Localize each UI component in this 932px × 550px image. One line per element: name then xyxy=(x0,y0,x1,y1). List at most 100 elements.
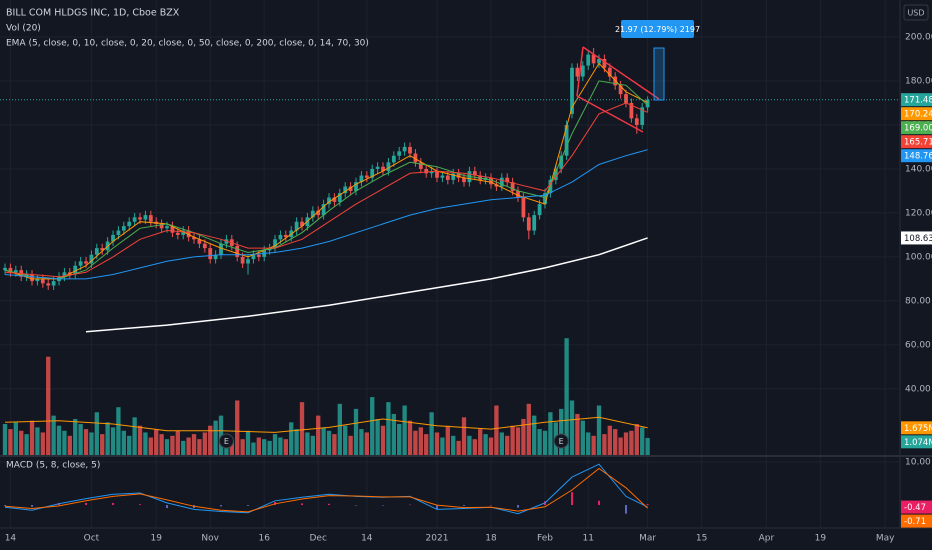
candle-body xyxy=(202,243,207,249)
volume-legend[interactable]: Vol (20) xyxy=(6,24,41,34)
price-label-box xyxy=(901,514,932,528)
ema-line xyxy=(4,102,648,278)
ema-line xyxy=(4,62,648,280)
candle-body xyxy=(310,210,315,218)
ema-legend[interactable]: EMA (5, close, 0, 10, close, 0, 20, clos… xyxy=(6,39,369,49)
volume-bar xyxy=(35,427,40,456)
candle-body xyxy=(359,175,364,183)
volume-bar xyxy=(391,413,396,456)
candle-body xyxy=(521,197,526,218)
measure-box[interactable] xyxy=(653,47,665,101)
volume-bar xyxy=(634,424,639,456)
x-tick-label: 15 xyxy=(696,534,707,544)
candle-body xyxy=(370,168,375,178)
volume-bar xyxy=(40,432,45,456)
candle-body xyxy=(348,186,353,191)
volume-bar xyxy=(56,425,62,456)
candle-body xyxy=(445,175,450,180)
candle-body xyxy=(84,261,88,264)
y-tick-label: 10.00 xyxy=(905,458,931,468)
volume-bar xyxy=(521,418,526,456)
candle-body xyxy=(537,204,542,216)
x-tick-label: 19 xyxy=(815,534,827,544)
trend-line[interactable] xyxy=(576,46,584,97)
candle-body xyxy=(94,248,99,255)
candle-body xyxy=(559,155,564,169)
price-label: 170.24 xyxy=(904,110,932,120)
candle-body xyxy=(634,118,639,125)
ema-line xyxy=(85,237,648,333)
volume-bar xyxy=(532,415,537,456)
volume-bar xyxy=(353,408,359,456)
candle-body xyxy=(391,155,396,163)
macd-legend[interactable]: MACD (5, 8, close, 5) xyxy=(6,461,100,471)
price-label-box xyxy=(901,231,932,245)
currency-button[interactable] xyxy=(903,4,929,21)
candle-body xyxy=(499,177,504,187)
candle-body xyxy=(440,175,445,178)
price-label: 148.76 xyxy=(904,152,932,162)
volume-bar xyxy=(542,430,548,456)
candle-body xyxy=(397,151,402,156)
volume-bar xyxy=(78,424,83,456)
volume-bar xyxy=(375,418,380,456)
candle-body xyxy=(462,177,466,183)
volume-bar xyxy=(46,356,51,456)
candle-body xyxy=(46,283,51,286)
volume-bar xyxy=(596,405,602,456)
candle-body xyxy=(640,107,645,125)
candle-body xyxy=(386,162,391,172)
volume-bar xyxy=(623,432,629,456)
candle-body xyxy=(424,168,429,174)
volume-bar xyxy=(159,434,164,456)
volume-bar xyxy=(515,427,521,456)
volume-bar xyxy=(164,439,170,456)
volume-bar xyxy=(240,439,245,456)
candle-body xyxy=(138,217,142,220)
volume-bar xyxy=(483,434,488,456)
currency-label[interactable]: USD xyxy=(907,9,924,18)
volume-bar xyxy=(83,429,89,456)
macd-histogram-bar xyxy=(409,504,412,506)
volume-bar xyxy=(456,440,461,456)
macd-histogram-bar xyxy=(571,492,574,506)
candle-body xyxy=(505,177,510,183)
volume-bar xyxy=(380,425,386,456)
volume-bar xyxy=(29,420,35,456)
candle-body xyxy=(343,186,348,194)
volume-average xyxy=(4,416,648,433)
macd-histogram-bar xyxy=(646,504,649,506)
candle-body xyxy=(62,272,67,277)
candle-body xyxy=(489,177,493,185)
trend-line[interactable] xyxy=(582,46,660,100)
macd-histogram-bar xyxy=(355,505,358,506)
volume-bar xyxy=(110,427,116,456)
earnings-marker xyxy=(553,433,569,449)
volume-bar xyxy=(402,405,407,456)
trend-line[interactable] xyxy=(576,95,644,133)
volume-bar xyxy=(19,430,24,456)
symbol-title[interactable]: BILL COM HLDGS INC, 1D, Cboe BZX xyxy=(6,8,180,19)
volume-bar xyxy=(51,415,56,456)
volume-bar xyxy=(137,425,143,456)
volume-bar xyxy=(100,434,105,456)
x-tick-label: 16 xyxy=(258,534,270,544)
volume-bar xyxy=(445,425,450,456)
candle-body xyxy=(213,254,218,260)
macd-histogram-bar xyxy=(220,505,223,507)
macd-histogram-bar xyxy=(112,502,115,506)
volume-bar xyxy=(591,435,596,456)
x-tick-label: Mar xyxy=(639,534,656,544)
measure-label-box xyxy=(621,20,694,38)
candle-body xyxy=(8,267,13,273)
volume-bar xyxy=(467,435,472,456)
volume-bar xyxy=(67,435,72,456)
macd-histogram-bar xyxy=(301,503,304,506)
volume-bar xyxy=(407,420,413,456)
macd-histogram-bar xyxy=(139,504,142,506)
price-label-box xyxy=(901,93,932,107)
volume-bar xyxy=(429,412,434,456)
y-tick-label: 40.00 xyxy=(905,384,931,394)
